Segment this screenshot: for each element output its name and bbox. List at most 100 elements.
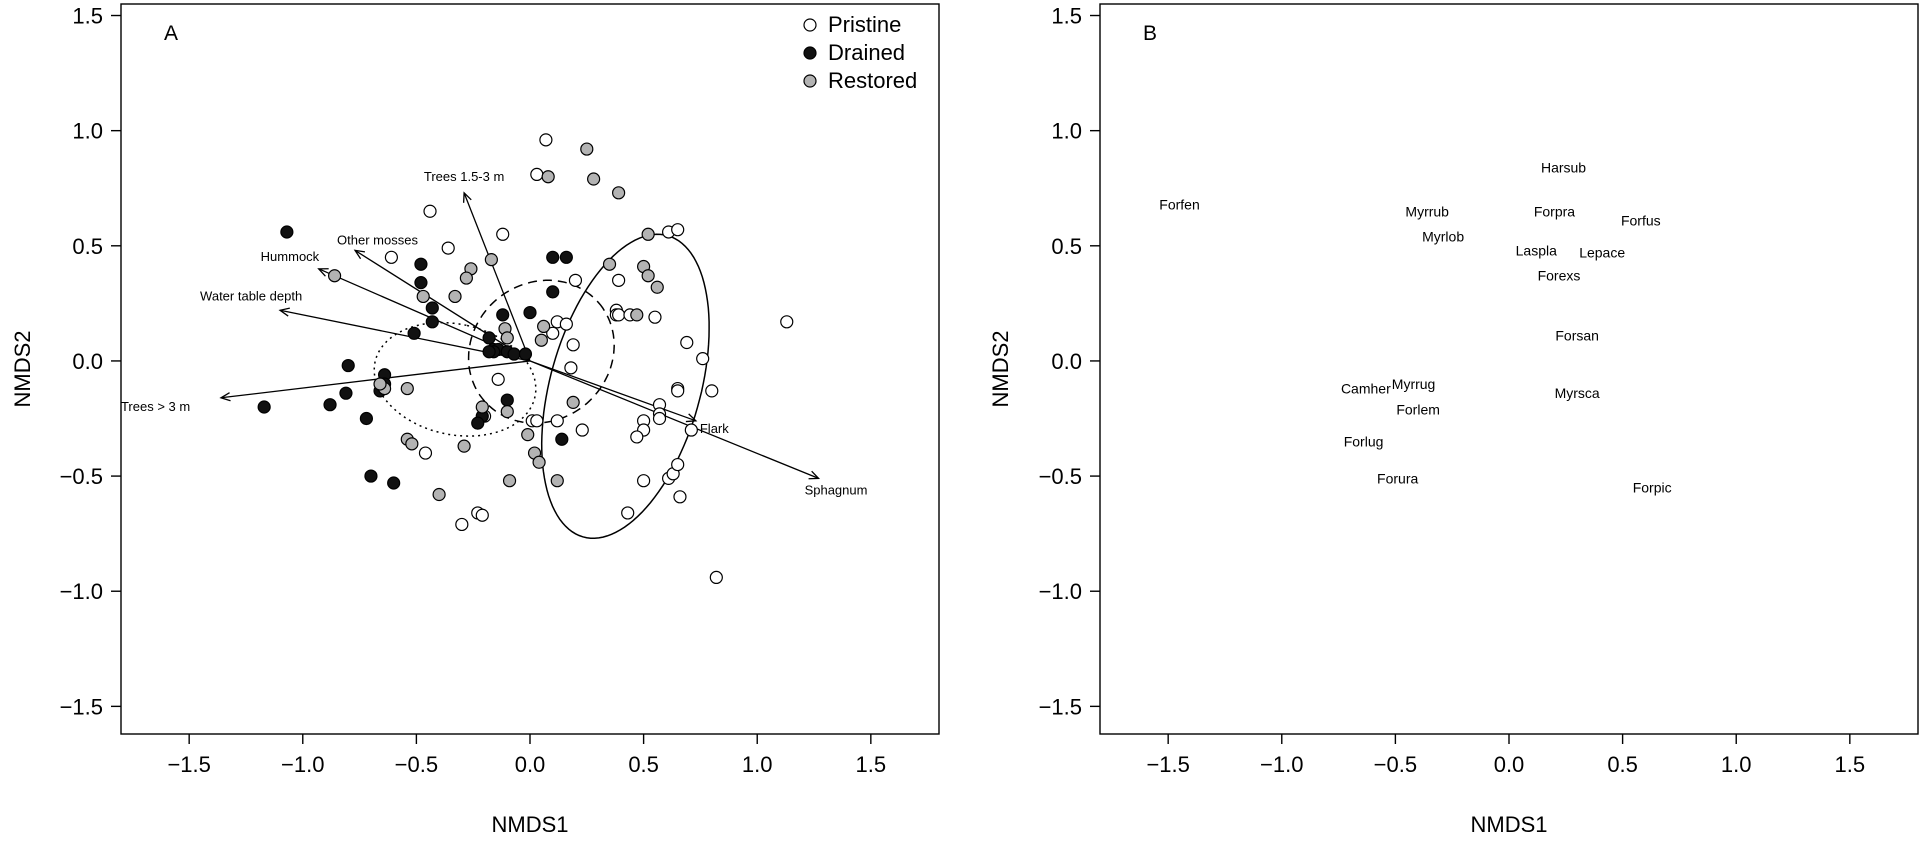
point-drained bbox=[414, 257, 428, 271]
point-pristine bbox=[566, 338, 580, 352]
vector-label: Hummock bbox=[261, 249, 320, 264]
point-pristine bbox=[696, 352, 710, 366]
species-label: Forlem bbox=[1396, 401, 1440, 417]
species-label: Forexs bbox=[1538, 268, 1581, 284]
point-pristine bbox=[418, 446, 433, 460]
group-ellipses bbox=[373, 233, 710, 539]
point-restored bbox=[541, 170, 555, 184]
plot-frame-b bbox=[1099, 3, 1919, 735]
species-label: Forpic bbox=[1633, 480, 1672, 496]
point-drained bbox=[414, 276, 428, 290]
species-label: Harsub bbox=[1541, 160, 1586, 176]
x-tick-label-b: −1.0 bbox=[1260, 752, 1303, 777]
point-restored bbox=[475, 400, 489, 414]
point-pristine bbox=[384, 250, 398, 264]
point-pristine bbox=[496, 227, 510, 241]
vector-arrowhead bbox=[462, 191, 472, 203]
ellipse-restored bbox=[467, 279, 615, 424]
point-drained bbox=[364, 469, 378, 483]
y-tick-label-a: 0.0 bbox=[72, 349, 103, 374]
point-restored bbox=[416, 289, 430, 304]
legend-marker bbox=[803, 46, 817, 60]
species-label: Myrrug bbox=[1392, 376, 1436, 392]
y-tick-label-a: −1.5 bbox=[60, 694, 103, 719]
point-drained bbox=[482, 331, 496, 345]
point-restored bbox=[432, 487, 446, 502]
point-restored bbox=[534, 333, 548, 347]
point-restored bbox=[373, 377, 387, 391]
point-restored bbox=[448, 289, 462, 304]
point-pristine bbox=[637, 474, 651, 488]
vector-arrowhead bbox=[808, 470, 821, 480]
point-pristine bbox=[539, 133, 553, 147]
point-pristine bbox=[673, 490, 687, 504]
point-pristine bbox=[475, 508, 489, 522]
vector-arrowhead bbox=[353, 249, 366, 260]
point-pristine bbox=[671, 384, 685, 398]
y-tick-label-a: 1.5 bbox=[72, 4, 103, 29]
vector-arrowhead bbox=[685, 413, 698, 423]
legend-marker bbox=[803, 74, 817, 88]
vector-arrow bbox=[463, 192, 531, 362]
point-pristine bbox=[621, 506, 635, 520]
x-tick-label-b: −1.5 bbox=[1146, 752, 1189, 777]
y-tick-label-b: 0.5 bbox=[1051, 234, 1082, 259]
point-drained bbox=[341, 358, 355, 373]
point-drained bbox=[425, 315, 439, 329]
y-tick-label-a: 1.0 bbox=[72, 119, 103, 144]
point-drained bbox=[507, 347, 521, 361]
point-restored bbox=[630, 308, 644, 322]
y-tick-label-b: −0.5 bbox=[1039, 464, 1082, 489]
species-label: Laspla bbox=[1516, 242, 1557, 258]
y-tick-label-b: 0.0 bbox=[1051, 349, 1082, 374]
point-pristine bbox=[530, 414, 544, 428]
species-label: Lepace bbox=[1579, 245, 1625, 261]
vector-label: Sphagnum bbox=[805, 482, 868, 497]
species-label: Forsan bbox=[1555, 328, 1599, 344]
vector-label: Flark bbox=[700, 421, 729, 436]
vector-arrow bbox=[529, 360, 819, 479]
point-restored bbox=[405, 437, 419, 451]
vector-arrow bbox=[354, 249, 531, 362]
panel-a: A NMDS1 NMDS2 −1.5 −1.0 −0.5 0.0 0.5 1.0 1.5−1… bbox=[10, 3, 940, 837]
x-tick-label-b: 0.0 bbox=[1494, 752, 1525, 777]
species-label: Forlug bbox=[1344, 434, 1384, 450]
panel-label-b: B bbox=[1143, 22, 1157, 45]
point-pristine bbox=[652, 411, 667, 426]
axes-a: −1.5 −1.0 −0.5 0.0 0.5 1.0 1.5 −1.5 −1.0 −0.5 0.0 0… bbox=[60, 4, 887, 777]
point-pristine bbox=[705, 384, 719, 398]
vector-arrowhead bbox=[278, 307, 290, 317]
point-pristine bbox=[550, 414, 564, 428]
point-pristine bbox=[709, 570, 723, 585]
x-tick-label-a: 0.0 bbox=[515, 752, 546, 777]
x-tick-label-b: 1.0 bbox=[1721, 752, 1752, 777]
axes-b: −1.5 −1.0 −0.5 0.0 0.5 1.0 1.5 −1.5 −1.0 −0.5 0.0 0… bbox=[1039, 4, 1866, 777]
point-pristine bbox=[684, 423, 698, 437]
point-pristine bbox=[612, 308, 626, 322]
point-pristine bbox=[559, 317, 573, 331]
x-tick-label-b: 0.5 bbox=[1607, 752, 1638, 777]
y-axis-label-b: NMDS2 bbox=[988, 330, 1013, 407]
panel-label-a: A bbox=[164, 22, 178, 45]
species-label: Forfus bbox=[1621, 212, 1661, 228]
point-pristine bbox=[612, 273, 626, 287]
point-drained bbox=[555, 432, 569, 446]
point-drained bbox=[482, 345, 496, 359]
point-restored bbox=[612, 186, 626, 200]
point-restored bbox=[532, 455, 546, 469]
vector-label: Trees 1.5-3 m bbox=[424, 169, 504, 184]
point-pristine bbox=[441, 241, 455, 255]
point-pristine bbox=[671, 457, 685, 472]
point-restored bbox=[400, 381, 414, 396]
x-tick-label-b: 1.5 bbox=[1835, 752, 1866, 777]
point-drained bbox=[471, 416, 485, 430]
species-label: Forura bbox=[1377, 470, 1418, 486]
point-pristine bbox=[530, 167, 544, 182]
point-pristine bbox=[671, 223, 685, 237]
vector-label: Water table depth bbox=[200, 288, 302, 303]
point-drained bbox=[546, 285, 560, 299]
point-pristine bbox=[648, 310, 662, 324]
legend-marker bbox=[803, 18, 817, 32]
x-tick-label-a: −0.5 bbox=[395, 752, 438, 777]
